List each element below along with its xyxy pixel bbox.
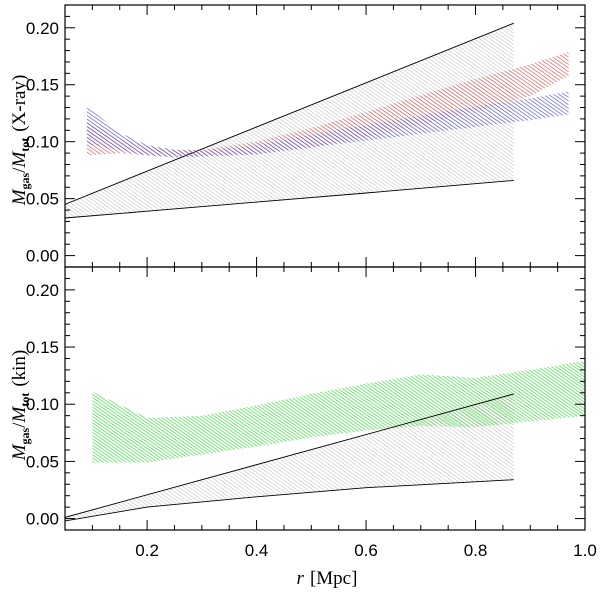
x-tick-label: 1.0 xyxy=(573,541,597,560)
green-band-bottom xyxy=(92,360,585,463)
y-tick-label-bottom: 0.05 xyxy=(26,452,59,471)
y-tick-label-bottom: 0.00 xyxy=(26,510,59,529)
x-label: r [Mpc] xyxy=(297,568,358,589)
gray-band-lower-line-top xyxy=(65,179,514,219)
gray-band-upper-line-top xyxy=(65,22,514,205)
gray-band-bottom xyxy=(65,393,514,521)
y-label-top: Mgas/Mtot(X-ray) xyxy=(9,75,32,207)
x-tick-label: 0.8 xyxy=(464,541,488,560)
y-tick-label-bottom: 0.20 xyxy=(26,281,59,300)
y-tick-label-bottom: 0.15 xyxy=(26,338,59,357)
panel-top: 0.00 0.05 0.10 0.15 0.20 xyxy=(26,4,586,268)
blue-band-top xyxy=(86,91,569,158)
axes-frame-bottom xyxy=(64,266,586,531)
y-tick-label-top: 0.10 xyxy=(26,133,59,152)
x-tick-label: 0.2 xyxy=(135,541,159,560)
gray-band-upper-line-bottom xyxy=(65,393,514,518)
y-tick-label-top: 0.15 xyxy=(26,76,59,95)
y-tick-label-top: 0.00 xyxy=(26,247,59,266)
y-label-bottom: Mgas/Mtot(kin) xyxy=(9,350,32,462)
y-tick-label-top: 0.05 xyxy=(26,190,59,209)
plot-area-bottom xyxy=(65,360,585,522)
gray-band-top xyxy=(65,23,514,219)
y-tick-label-top: 0.20 xyxy=(26,19,59,38)
x-tick-label: 0.4 xyxy=(245,541,269,560)
plot-area-top xyxy=(65,22,569,219)
y-tick-label-bottom: 0.10 xyxy=(26,395,59,414)
gray-band-lower-line-bottom xyxy=(65,479,514,522)
panel-bottom: 0.00 0.05 0.10 0.15 0.20 0.2 0.4 0.6 0.8 1.0 xyxy=(26,266,597,560)
x-tick-label: 0.6 xyxy=(354,541,378,560)
